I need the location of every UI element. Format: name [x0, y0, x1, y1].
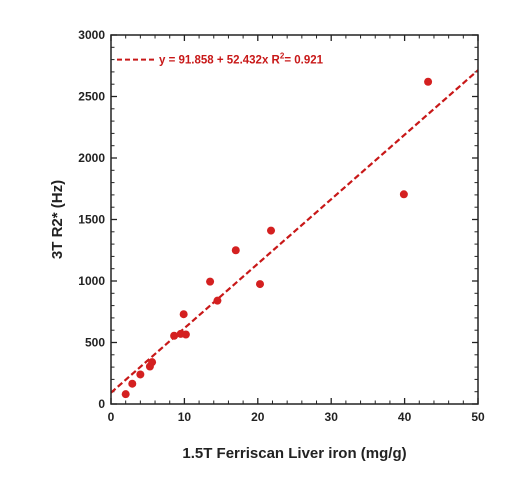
- legend: y = 91.858 + 52.432x R2= 0.921: [117, 52, 324, 67]
- x-tick-label: 30: [325, 410, 339, 424]
- data-point: [206, 277, 215, 286]
- y-tick-label: 1000: [78, 274, 105, 288]
- fit-equation-label: y = 91.858 + 52.432x R2= 0.921: [159, 52, 324, 67]
- data-point: [213, 296, 222, 305]
- y-tick-label: 2500: [78, 90, 105, 104]
- x-tick-label: 40: [398, 410, 412, 424]
- y-tick-label: 500: [85, 336, 105, 350]
- data-point: [256, 280, 265, 289]
- y-tick-label: 2000: [78, 151, 105, 165]
- x-tick-label: 50: [471, 410, 485, 424]
- data-point: [399, 190, 408, 199]
- data-point: [136, 370, 145, 379]
- x-tick-label: 10: [178, 410, 192, 424]
- data-point: [170, 331, 179, 340]
- regression-fit-line: [110, 69, 479, 394]
- data-point: [121, 390, 130, 399]
- y-axis-title: 3T R2* (Hz): [49, 180, 66, 259]
- data-point: [148, 358, 157, 367]
- y-tick-label: 3000: [78, 28, 105, 42]
- data-point: [424, 77, 433, 86]
- data-point: [128, 379, 137, 388]
- plot-frame: [110, 34, 479, 405]
- fit-equation-suffix: = 0.921: [284, 55, 323, 67]
- x-tick-label: 0: [108, 410, 115, 424]
- y-tick-label: 0: [98, 397, 105, 411]
- data-point: [231, 246, 240, 255]
- fit-equation-prefix: y = 91.858 + 52.432x R: [159, 55, 281, 67]
- data-point: [267, 226, 276, 235]
- data-point: [181, 330, 190, 339]
- data-points: [121, 77, 433, 399]
- fit-line-layer: [110, 69, 479, 394]
- data-point: [179, 310, 188, 319]
- x-tick-label: 20: [251, 410, 265, 424]
- x-axis-title: 1.5T Ferriscan Liver iron (mg/g): [182, 445, 406, 462]
- r-squared-superscript: 2: [280, 52, 285, 61]
- y-tick-label: 1500: [78, 213, 105, 227]
